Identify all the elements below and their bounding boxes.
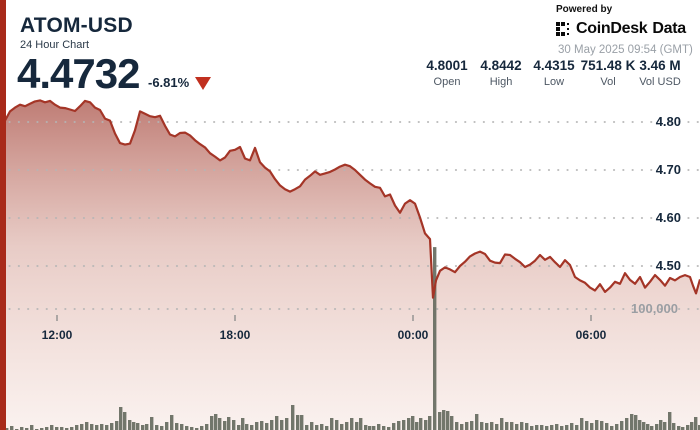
price-down-triangle-icon [195,77,211,90]
stat-high: 4.8442 High [464,58,538,88]
left-accent-bar [0,0,6,430]
stat-vol-usd-label: Vol USD [639,76,681,88]
stat-vol: 751.48 K Vol [571,58,645,88]
stat-low-label: Low [543,76,565,88]
powered-by-label: Powered by [556,4,613,15]
stat-low-value: 4.4315 [533,58,575,73]
stat-high-label: High [489,76,513,88]
stat-vol-label: Vol [600,76,616,88]
stat-vol-value: 751.48 K [580,58,636,73]
stat-open: 4.8001 Open [410,58,484,88]
chart-subtitle: 24 Hour Chart [20,39,90,51]
coindesk-logo-icon [556,22,569,36]
pair-title: ATOM-USD [20,14,133,37]
stat-open-label: Open [433,76,461,88]
timestamp: 30 May 2025 09:54 (GMT) [558,44,693,56]
stat-vol-usd: 3.46 M Vol USD [623,58,697,88]
brand-coindesk: CoinDesk [576,20,648,37]
volume-bars [0,247,700,430]
stat-open-value: 4.8001 [426,58,468,73]
coindesk-data-logo[interactable]: CoinDesk Data [556,20,686,38]
current-price: 4.4732 [17,50,140,97]
gridlines [0,121,700,321]
stat-low: 4.4315 Low [517,58,591,88]
stat-vol-usd-value: 3.46 M [639,58,681,73]
price-line [4,99,700,299]
brand-data: Data [652,20,686,37]
price-area-fill [5,100,700,430]
stat-high-value: 4.8442 [480,58,522,73]
change-percent: -6.81% [148,75,190,90]
